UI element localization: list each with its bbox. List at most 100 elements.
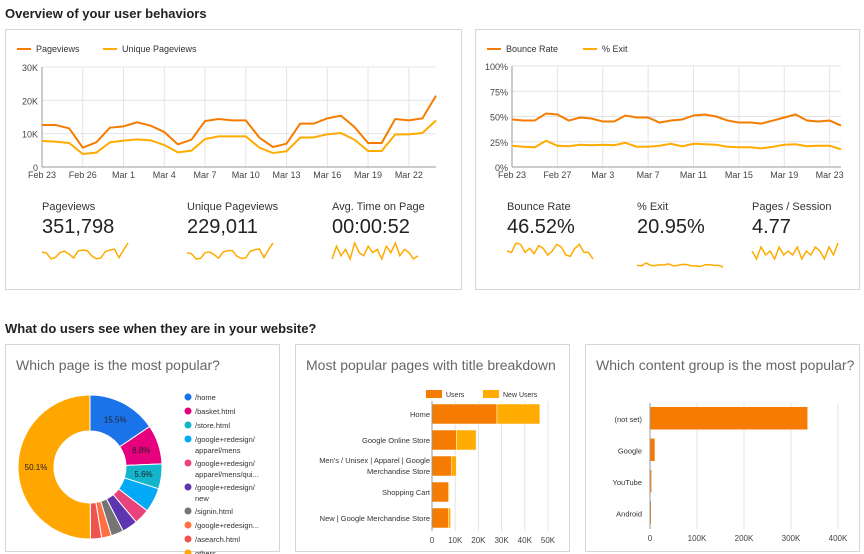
y-tick-label: 0% — [495, 163, 508, 173]
slice-label: 5.6% — [134, 470, 152, 479]
scorecard-value: 4.77 — [752, 216, 791, 238]
section-title-content: What do users see when they are in your … — [5, 321, 317, 336]
legend-label: /store.html — [195, 421, 230, 430]
bar-segment — [496, 403, 541, 425]
sparkline-path — [186, 242, 274, 260]
category-label: Home — [410, 410, 430, 419]
bar-segment — [447, 481, 450, 503]
category-label: New | Google Merchandise Store — [320, 514, 430, 523]
y-tick-label: 30K — [22, 63, 38, 73]
legend-label: Users — [446, 392, 465, 399]
x-tick-label: Mar 3 — [591, 170, 614, 180]
y-tick-label: 20K — [22, 96, 38, 106]
group-bar-chart: 0 100K 200K 300K 400K (not set) Google YouTube A… — [613, 403, 848, 543]
legend-label: /google+redesign/apparel/mens — [195, 435, 256, 455]
section-title-overview: Overview of your user behaviors — [5, 6, 207, 21]
bar — [650, 407, 808, 430]
legend-label: New Users — [503, 392, 538, 399]
sparkline-path — [506, 242, 594, 260]
scorecard-label: Unique Pageviews — [187, 201, 279, 213]
bar — [650, 438, 655, 461]
scorecard-pageviews: Pageviews 351,798 — [41, 201, 129, 260]
legend-label: /google+redesign/apparel/mens/qui... — [195, 459, 259, 479]
category-label: Google Online Store — [362, 436, 430, 445]
sparkline-path — [41, 242, 129, 260]
legend-swatch — [184, 459, 192, 467]
scorecard-label: Pages / Session — [752, 201, 832, 213]
bar — [650, 470, 652, 493]
traffic-line-chart: 0 10K 20K 30K Feb 23 Feb 26 Mar 1 Mar 4 Mar 7 Mar… — [17, 44, 437, 180]
sparkline — [331, 240, 419, 262]
x-tick-label: 40K — [518, 536, 533, 545]
bar-segment — [431, 429, 457, 451]
x-tick-label: 0 — [648, 534, 653, 543]
bar-segment — [431, 403, 498, 425]
legend-swatch — [184, 435, 192, 443]
x-tick-label: 0 — [430, 536, 435, 545]
scorecard-value: 20.95% — [637, 216, 705, 238]
x-tick-label: 50K — [541, 536, 556, 545]
category-label: Android — [616, 509, 642, 518]
legend-swatch — [184, 393, 192, 401]
legend-label: Unique Pageviews — [122, 44, 197, 54]
sparkline — [506, 242, 594, 260]
x-tick-label: Mar 7 — [194, 170, 217, 180]
x-tick-label: Mar 11 — [680, 170, 707, 180]
stacked-bar-chart: 0 10K 20K 30K 40K 50K Users New Users Home Google… — [319, 390, 556, 545]
scorecard-avg-time-on-page: Avg. Time on Page 00:00:52 — [331, 201, 425, 262]
bar-segment — [431, 481, 449, 503]
x-tick-label: Mar 15 — [725, 170, 753, 180]
legend-swatch — [184, 421, 192, 429]
x-tick-label: Feb 27 — [543, 170, 571, 180]
y-tick-label: 100% — [485, 62, 508, 72]
legend-swatch — [184, 483, 192, 491]
legend-swatch — [426, 390, 442, 398]
scorecard-label: Avg. Time on Page — [332, 201, 425, 213]
card-title: Which content group is the most popular? — [596, 357, 855, 373]
scorecard-unique-pageviews: Unique Pageviews 229,011 — [186, 201, 279, 260]
bar-segment — [456, 429, 477, 451]
x-tick-label: Mar 13 — [273, 170, 301, 180]
legend-label: /home — [195, 393, 216, 402]
group-card: Which content group is the most popular?… — [585, 344, 860, 552]
y-tick-label: 50% — [490, 113, 508, 123]
legend-label: /google+redesign/new — [195, 483, 256, 503]
slice-label: 8.8% — [132, 446, 150, 455]
category-label: (not set) — [614, 415, 642, 424]
sparkline-path — [751, 242, 839, 261]
legend-label: others — [195, 549, 216, 554]
bar-segment — [451, 455, 457, 477]
rate-line-chart: 0% 25% 50% 75% 100% Feb 23 Feb 27 Mar 3 Mar 7 Mar… — [485, 44, 844, 180]
x-tick-label: 10K — [448, 536, 463, 545]
legend-label: /google+redesign... — [195, 521, 259, 530]
scorecard-bounce-rate: Bounce Rate 46.52% — [506, 201, 594, 260]
x-tick-label: 20K — [471, 536, 486, 545]
legend-label: Pageviews — [36, 44, 80, 54]
legend-swatch — [184, 407, 192, 415]
x-tick-label: Feb 23 — [498, 170, 526, 180]
legend-swatch — [184, 507, 192, 515]
x-tick-label: 30K — [494, 536, 509, 545]
sparkline — [751, 242, 839, 261]
x-tick-label: Mar 16 — [313, 170, 341, 180]
x-tick-label: 200K — [735, 534, 754, 543]
legend-swatch — [184, 549, 192, 554]
scorecard-label: Bounce Rate — [507, 201, 571, 213]
x-tick-label: Feb 23 — [28, 170, 56, 180]
sparkline — [186, 242, 274, 260]
scorecard--exit: % Exit 20.95% — [636, 201, 724, 268]
series-line-0 — [42, 95, 437, 149]
x-tick-label: 100K — [688, 534, 707, 543]
series-line-1 — [511, 139, 842, 151]
legend-swatch — [184, 521, 192, 529]
category-label: YouTube — [613, 478, 642, 487]
series-line-1 — [41, 119, 437, 156]
bar-segment — [431, 507, 449, 529]
legend-label: % Exit — [602, 44, 628, 54]
scorecard-pages-session: Pages / Session 4.77 — [751, 201, 839, 261]
x-tick-label: Mar 19 — [354, 170, 382, 180]
slice-label: 15.5% — [104, 415, 127, 424]
y-tick-label: 75% — [490, 87, 508, 97]
x-tick-label: Mar 4 — [153, 170, 176, 180]
scorecard-label: % Exit — [637, 201, 669, 213]
